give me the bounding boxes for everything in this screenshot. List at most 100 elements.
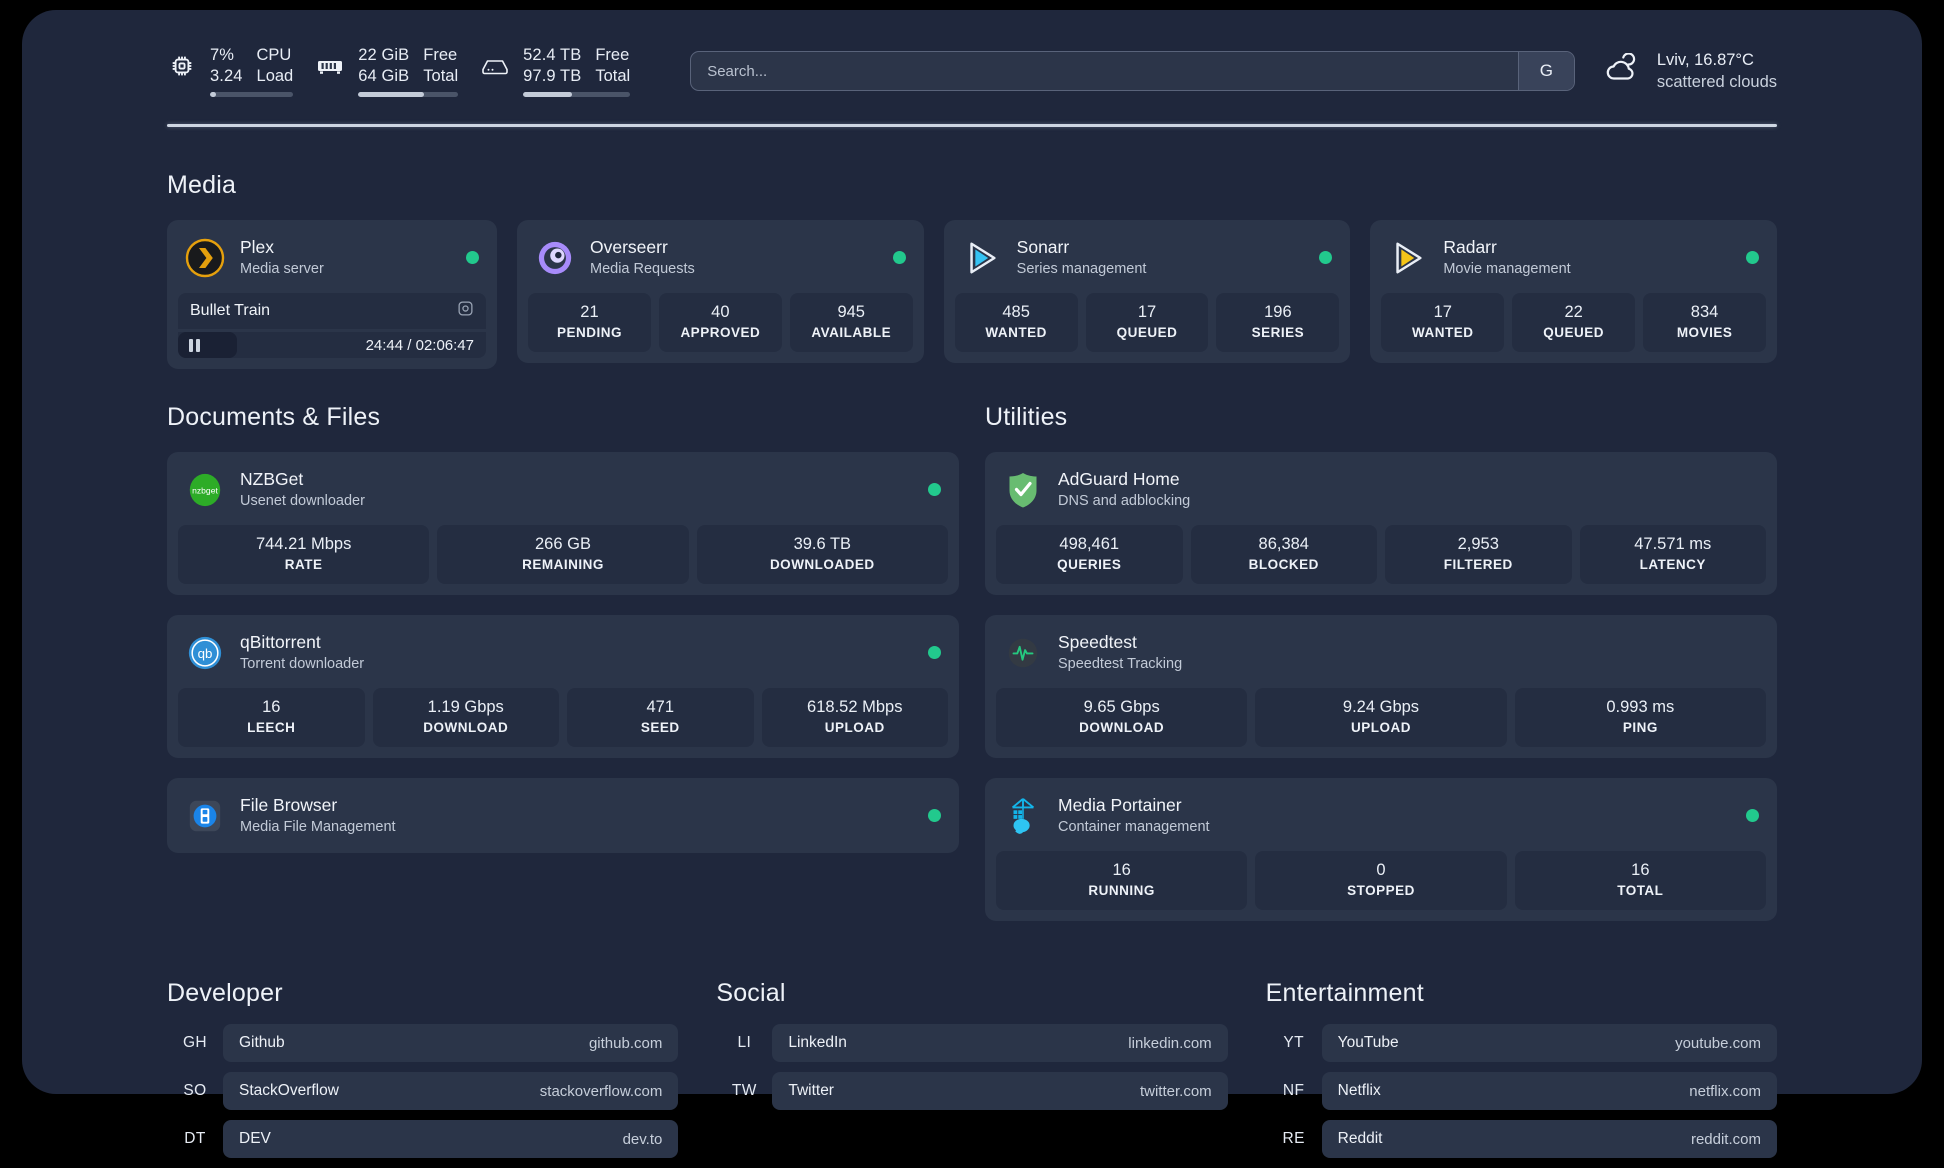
bookmark-abbr: TW xyxy=(731,1082,757,1099)
service-card-plex[interactable]: Plex Media server Bullet Train xyxy=(167,220,497,369)
utilities-section-title: Utilities xyxy=(985,403,1068,431)
stat-value: 39.6 TB xyxy=(793,535,852,553)
stat-tile: 17 WANTED xyxy=(1381,293,1505,352)
stat-label: BLOCKED xyxy=(1248,557,1319,572)
stat-value: 16 xyxy=(1631,861,1650,879)
documents-section: Documents & Files nzbget NZBGet Usenet d… xyxy=(167,403,959,921)
pause-icon[interactable] xyxy=(189,338,200,352)
search-provider-button[interactable]: G xyxy=(1517,52,1574,90)
service-card-qbittorrent[interactable]: qb qBittorrent Torrent downloader 16 LEE… xyxy=(167,615,959,758)
service-subtitle: DNS and adblocking xyxy=(1058,493,1191,509)
stat-value: 40 xyxy=(711,303,730,321)
stat-tile: 9.65 Gbps DOWNLOAD xyxy=(996,688,1248,747)
hard-drive-icon xyxy=(480,51,510,81)
stat-value: 9.24 Gbps xyxy=(1342,698,1420,716)
service-card-media-portainer[interactable]: Media Portainer Container management 16 … xyxy=(985,778,1777,921)
stat-label: TOTAL xyxy=(1617,883,1664,898)
service-name: Sonarr xyxy=(1016,237,1070,257)
bookmark-name: Reddit xyxy=(1337,1130,1383,1147)
service-name: NZBGet xyxy=(240,469,304,489)
stat-label: MOVIES xyxy=(1676,325,1733,340)
bookmark-url: twitter.com xyxy=(1139,1082,1212,1100)
weather-location-temp: Lviv, 16.87°C xyxy=(1656,51,1754,69)
playback-progress-bar[interactable]: 24:44 / 02:06:47 xyxy=(178,332,486,358)
stat-label: DOWNLOAD xyxy=(1079,720,1165,735)
service-name: qBittorrent xyxy=(240,632,321,652)
service-card-file-browser[interactable]: File Browser Media File Management xyxy=(167,778,959,853)
cpu-label-bottom: Load xyxy=(256,67,294,85)
service-name: Overseerr xyxy=(590,237,668,257)
service-card-sonarr[interactable]: Sonarr Series management 485 WANTED 17 Q… xyxy=(943,220,1351,363)
service-card-nzbget[interactable]: nzbget NZBGet Usenet downloader 744.21 M… xyxy=(167,452,959,595)
speedtest-pulse-icon xyxy=(1003,633,1043,673)
bookmark-group-entertainment: Entertainment YT YouTube youtube.com NF … xyxy=(1266,979,1777,1168)
service-card-adguard-home[interactable]: AdGuard Home DNS and adblocking 498,461 … xyxy=(985,452,1777,595)
status-badge-online xyxy=(928,646,941,659)
bookmark-name: LinkedIn xyxy=(788,1034,847,1051)
service-subtitle: Media Requests xyxy=(590,261,695,277)
search-input[interactable] xyxy=(691,52,1518,90)
bookmark-link-reddit[interactable]: RE Reddit reddit.com xyxy=(1266,1120,1777,1158)
stat-tile: 22 QUEUED xyxy=(1512,293,1636,352)
stat-tile: 1.19 Gbps DOWNLOAD xyxy=(372,688,559,747)
stat-label: QUERIES xyxy=(1057,557,1122,572)
stat-tile: 9.24 Gbps UPLOAD xyxy=(1255,688,1507,747)
nzbget-logo-icon: nzbget xyxy=(185,470,225,510)
memory-meter xyxy=(358,92,459,97)
bookmark-name: Twitter xyxy=(788,1082,834,1099)
cpu-usage-value: 7% xyxy=(210,46,235,64)
stat-tile: 498,461 QUERIES xyxy=(996,525,1183,584)
cpu-stat-group: 7% 3.24 CPU Load xyxy=(167,45,294,97)
stat-tile: 196 SERIES xyxy=(1216,293,1340,352)
search-bar[interactable]: G xyxy=(690,51,1575,91)
stat-value: 21 xyxy=(580,303,599,321)
bookmark-group-title: Developer xyxy=(167,979,283,1007)
plex-logo-icon xyxy=(185,238,225,278)
memory-label-top: Free xyxy=(423,46,458,64)
dashboard-window: 7% 3.24 CPU Load xyxy=(22,10,1922,1158)
status-badge-online xyxy=(466,251,479,264)
bookmark-link-linkedin[interactable]: LI LinkedIn linkedin.com xyxy=(716,1024,1228,1062)
bookmark-link-netflix[interactable]: NF Netflix netflix.com xyxy=(1266,1072,1777,1110)
stat-value: 485 xyxy=(1002,303,1030,321)
bookmark-link-twitter[interactable]: TW Twitter twitter.com xyxy=(716,1072,1228,1110)
stat-label: WANTED xyxy=(985,325,1047,340)
service-card-overseerr[interactable]: Overseerr Media Requests 21 PENDING 40 A… xyxy=(517,220,924,363)
service-subtitle: Container management xyxy=(1058,819,1210,835)
service-card-radarr[interactable]: Radarr Movie management 17 WANTED 22 QUE… xyxy=(1370,220,1778,363)
stat-label: UPLOAD xyxy=(1350,720,1411,735)
now-playing-title: Bullet Train xyxy=(190,302,271,319)
bookmark-abbr: LI xyxy=(737,1034,752,1051)
bookmark-name: StackOverflow xyxy=(239,1082,339,1099)
stat-value: 17 xyxy=(1433,303,1452,321)
service-name: File Browser xyxy=(240,795,338,815)
stat-label: REMAINING xyxy=(522,557,604,572)
stat-tile: 618.52 Mbps UPLOAD xyxy=(761,688,948,747)
bookmark-group-title: Social xyxy=(716,979,786,1007)
service-card-speedtest[interactable]: Speedtest Speedtest Tracking 9.65 Gbps D… xyxy=(985,615,1777,758)
memory-stat-group: 22 GiB 64 GiB Free Total xyxy=(315,45,459,97)
bookmark-link-youtube[interactable]: YT YouTube youtube.com xyxy=(1266,1024,1777,1062)
bookmark-link-github[interactable]: GH Github github.com xyxy=(167,1024,679,1062)
bookmark-link-dev[interactable]: DT DEV dev.to xyxy=(167,1120,679,1158)
gear-icon[interactable] xyxy=(457,300,474,322)
stat-tile: 16 TOTAL xyxy=(1514,851,1766,910)
stat-tile: 40 APPROVED xyxy=(658,293,782,352)
stat-tile: 485 WANTED xyxy=(954,293,1078,352)
overseerr-logo-icon xyxy=(535,238,575,278)
stat-label: LATENCY xyxy=(1639,557,1706,572)
stat-tile: 21 PENDING xyxy=(528,293,651,352)
bookmark-url: stackoverflow.com xyxy=(539,1082,663,1100)
stat-tile: 86,384 BLOCKED xyxy=(1190,525,1377,584)
stat-label: DOWNLOAD xyxy=(423,720,509,735)
bookmark-link-stackoverflow[interactable]: SO StackOverflow stackoverflow.com xyxy=(167,1072,679,1110)
stat-value: 9.65 Gbps xyxy=(1083,698,1160,716)
service-subtitle: Speedtest Tracking xyxy=(1058,656,1183,672)
svg-text:qb: qb xyxy=(198,645,213,660)
bookmark-url: netflix.com xyxy=(1689,1082,1761,1100)
bookmark-abbr: YT xyxy=(1283,1034,1304,1051)
cloud-icon xyxy=(1603,51,1643,90)
stat-value: 17 xyxy=(1137,303,1157,321)
header-divider xyxy=(167,124,1777,127)
bookmark-abbr: RE xyxy=(1282,1130,1305,1147)
